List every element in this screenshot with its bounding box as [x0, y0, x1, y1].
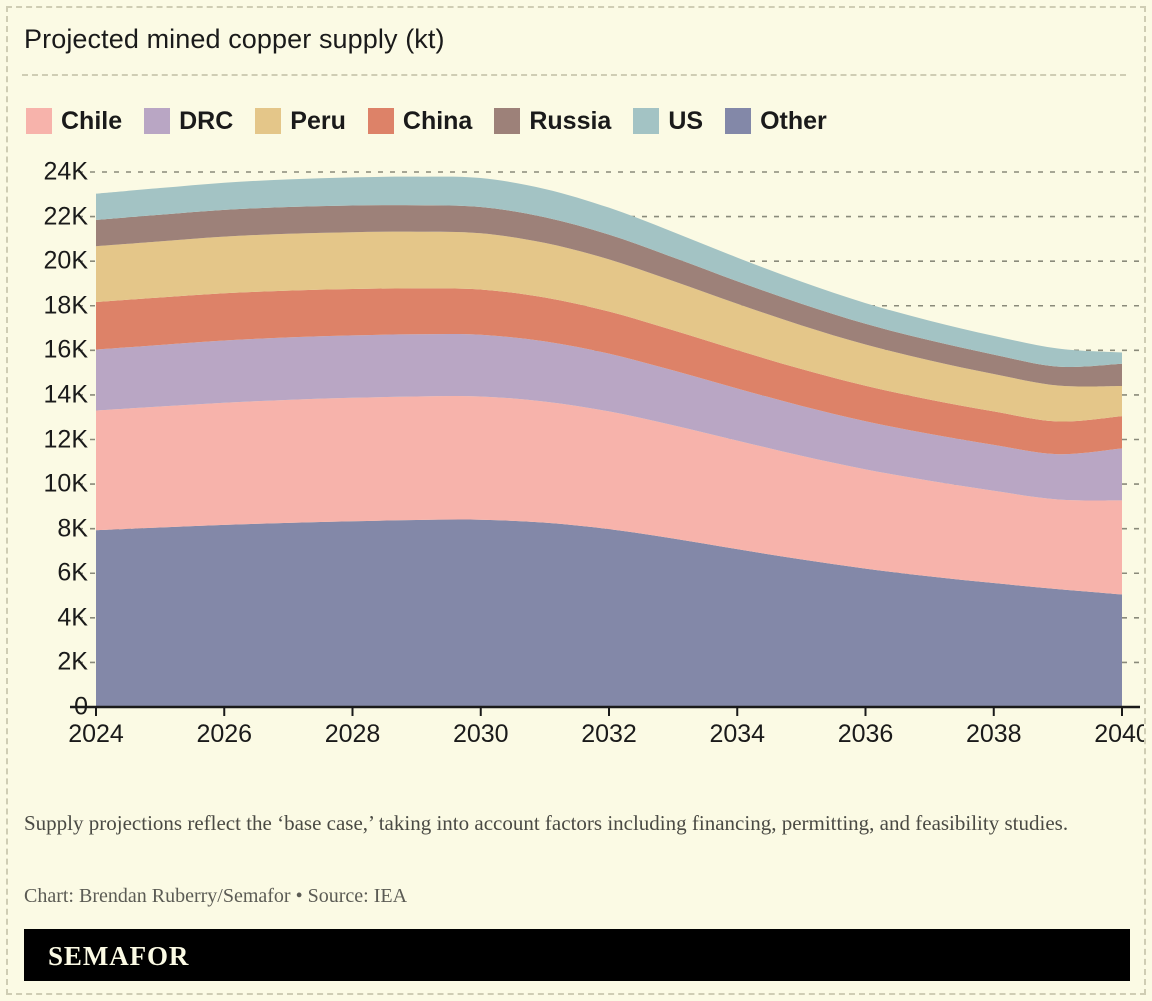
y-axis-tick-label: 16K [43, 335, 88, 364]
chart-card: Projected mined copper supply (kt) Chile… [6, 6, 1146, 995]
area-series-drc [96, 334, 1122, 501]
legend-swatch-icon [367, 108, 394, 134]
legend-item-drc[interactable]: DRC [144, 107, 233, 136]
x-axis-tick-label: 2038 [965, 720, 1022, 748]
legend-swatch-icon [633, 108, 660, 134]
y-axis-tick-label: 20K [43, 246, 88, 275]
area-series-peru [96, 231, 1122, 422]
legend-label: Russia [529, 106, 612, 135]
legend-swatch-icon [26, 108, 52, 134]
y-axis-tick-label: 18K [43, 291, 88, 320]
x-axis-tick-label: 2030 [452, 720, 509, 748]
y-axis-tick-label: 6K [57, 558, 88, 587]
y-axis-tick-label: 12K [43, 425, 88, 453]
legend-label: Peru [290, 106, 346, 135]
y-axis-tick-label: 10K [43, 469, 88, 498]
brand-bar: SEMAFOR [24, 929, 1130, 981]
legend-label: China [402, 106, 473, 135]
x-axis-tick-label: 2036 [837, 720, 894, 748]
x-axis-tick-label: 2026 [196, 720, 253, 748]
stacked-area-chart [70, 171, 1140, 716]
area-series-us [96, 176, 1122, 367]
plot-area: 0 2K 4K 6K 8K 10K 12K 14K 16K 18K 20K 22K 24K [8, 158, 1144, 728]
header-divider [22, 74, 1126, 76]
legend-item-peru[interactable]: Peru [255, 107, 346, 136]
legend-item-china[interactable]: China [367, 106, 473, 136]
y-axis-tick-label: 4K [57, 603, 88, 632]
x-axis-tick-label: 2034 [709, 720, 766, 748]
legend-label: DRC [179, 106, 234, 135]
area-series-other [96, 519, 1122, 707]
legend-swatch-icon [494, 108, 521, 134]
legend-label: Other [760, 106, 827, 135]
y-axis-tick-label: 22K [43, 202, 88, 231]
chart-legend: Chile DRC Peru China Russia US Other [26, 104, 849, 138]
legend-item-us[interactable]: US [633, 107, 703, 136]
y-axis-tick-label: 24K [43, 157, 88, 186]
x-axis-labels: 2024 2026 2028 2030 2032 2034 2036 2038 2040 [8, 720, 1146, 770]
x-axis-tick-label: 2040 [1094, 720, 1146, 748]
legend-item-chile[interactable]: Chile [26, 107, 122, 136]
legend-swatch-icon [255, 108, 282, 134]
x-axis-tick-label: 2032 [581, 720, 637, 748]
x-axis-tick-label: 2024 [68, 720, 124, 748]
chart-credit: Chart: Brendan Ruberry/Semafor • Source:… [24, 885, 408, 907]
legend-label: US [668, 106, 704, 135]
area-series-chile [96, 396, 1122, 595]
legend-swatch-icon [144, 108, 171, 134]
area-series-china [96, 288, 1122, 455]
y-axis-tick-label: 0 [74, 692, 88, 721]
legend-item-russia[interactable]: Russia [494, 107, 611, 136]
y-axis-labels: 0 2K 4K 6K 8K 10K 12K 14K 16K 18K 20K 22K 24K [8, 158, 88, 728]
x-axis-tick-label: 2028 [324, 720, 381, 748]
legend-item-other[interactable]: Other [725, 107, 827, 136]
chart-footnote: Supply projections reflect the ‘base cas… [24, 811, 1069, 835]
legend-swatch-icon [725, 108, 752, 134]
area-series-russia [96, 205, 1122, 387]
y-axis-tick-label: 8K [57, 514, 88, 543]
legend-label: Chile [61, 106, 123, 135]
y-axis-tick-label: 2K [57, 647, 88, 676]
y-axis-tick-label: 14K [43, 380, 88, 409]
brand-wordmark: SEMAFOR [48, 941, 190, 971]
page-title: Projected mined copper supply (kt) [24, 24, 445, 54]
